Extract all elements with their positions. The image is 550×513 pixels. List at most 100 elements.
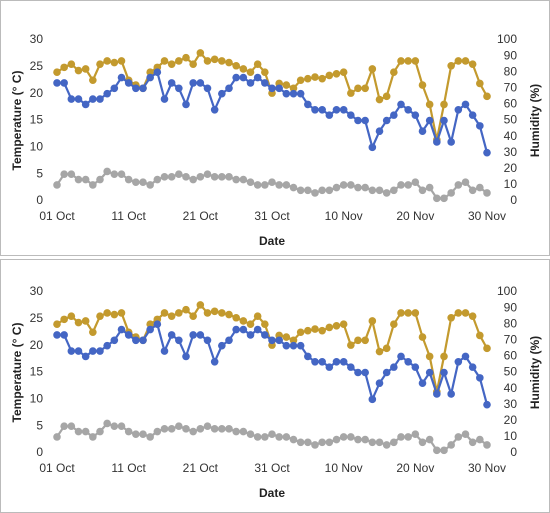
- point: [447, 441, 455, 449]
- point: [418, 186, 427, 195]
- point: [89, 347, 97, 355]
- point: [132, 84, 140, 93]
- y2-tick-label: 90: [504, 48, 518, 62]
- point: [139, 336, 147, 345]
- point: [175, 170, 183, 178]
- point: [289, 336, 298, 345]
- point: [196, 49, 205, 57]
- point: [397, 100, 405, 109]
- point: [182, 425, 190, 433]
- point: [296, 341, 305, 350]
- point: [261, 331, 269, 339]
- point: [253, 325, 262, 334]
- point: [167, 79, 176, 87]
- point: [447, 313, 455, 322]
- y-tick-label: 0: [36, 193, 43, 207]
- point: [239, 65, 248, 73]
- point: [468, 60, 477, 68]
- point: [253, 433, 262, 441]
- point: [246, 331, 255, 339]
- point: [96, 312, 104, 320]
- point: [53, 433, 61, 441]
- x-tick-label: 21 Oct: [183, 209, 219, 223]
- point: [110, 84, 119, 93]
- point: [253, 181, 262, 189]
- point: [146, 68, 154, 76]
- point: [110, 310, 119, 319]
- y2-tick-label: 70: [504, 332, 518, 346]
- point: [397, 57, 405, 65]
- point: [60, 331, 68, 339]
- point: [117, 170, 126, 178]
- point: [447, 61, 455, 70]
- y2-tick-label: 60: [504, 97, 518, 111]
- point: [110, 336, 119, 345]
- point: [53, 181, 61, 189]
- point: [289, 84, 298, 93]
- point: [253, 73, 262, 82]
- point: [361, 116, 369, 125]
- point: [339, 105, 348, 114]
- y2-tick-label: 100: [497, 32, 517, 46]
- y2-axis-title: Humidity (%): [528, 84, 542, 157]
- y-tick-label: 30: [30, 32, 44, 46]
- point: [397, 433, 405, 441]
- point: [440, 116, 448, 125]
- point: [461, 352, 470, 361]
- point: [53, 79, 61, 87]
- point: [268, 84, 276, 93]
- point: [146, 320, 154, 329]
- point: [440, 100, 448, 109]
- point: [210, 307, 219, 316]
- point: [218, 57, 226, 65]
- point: [139, 178, 147, 187]
- point: [361, 183, 369, 192]
- point: [461, 57, 470, 65]
- point: [96, 60, 104, 68]
- point: [289, 435, 298, 444]
- point: [304, 326, 312, 335]
- point: [347, 363, 355, 371]
- point: [81, 65, 90, 73]
- point: [311, 189, 319, 197]
- point: [361, 84, 369, 93]
- point: [282, 89, 291, 98]
- point: [382, 92, 391, 101]
- y2-tick-label: 40: [504, 381, 518, 395]
- point: [339, 357, 348, 366]
- x-axis-title: Date: [259, 486, 285, 500]
- y2-tick-label: 80: [504, 316, 518, 330]
- point: [81, 427, 90, 436]
- point: [81, 352, 90, 361]
- point: [117, 309, 126, 317]
- point: [110, 170, 119, 178]
- point: [440, 368, 448, 377]
- point: [361, 368, 369, 377]
- point: [476, 122, 484, 130]
- x-tick-label: 01 Oct: [39, 461, 75, 475]
- point: [447, 138, 455, 146]
- point: [382, 368, 391, 377]
- point: [139, 84, 147, 93]
- point: [404, 309, 412, 317]
- x-tick-label: 20 Nov: [396, 209, 434, 223]
- y2-tick-label: 60: [504, 349, 518, 363]
- point: [261, 79, 269, 87]
- point: [210, 55, 219, 64]
- point: [103, 419, 111, 428]
- point: [311, 441, 319, 449]
- point: [339, 320, 348, 329]
- x-axis-title: Date: [259, 234, 285, 248]
- y-tick-label: 10: [30, 392, 44, 406]
- point: [167, 60, 176, 68]
- point: [347, 341, 355, 349]
- point: [153, 427, 162, 436]
- point: [454, 309, 463, 317]
- point: [440, 352, 448, 361]
- point: [225, 173, 233, 181]
- point: [440, 446, 448, 455]
- point: [196, 331, 205, 339]
- point: [253, 60, 262, 68]
- point: [139, 430, 147, 439]
- point: [160, 57, 169, 65]
